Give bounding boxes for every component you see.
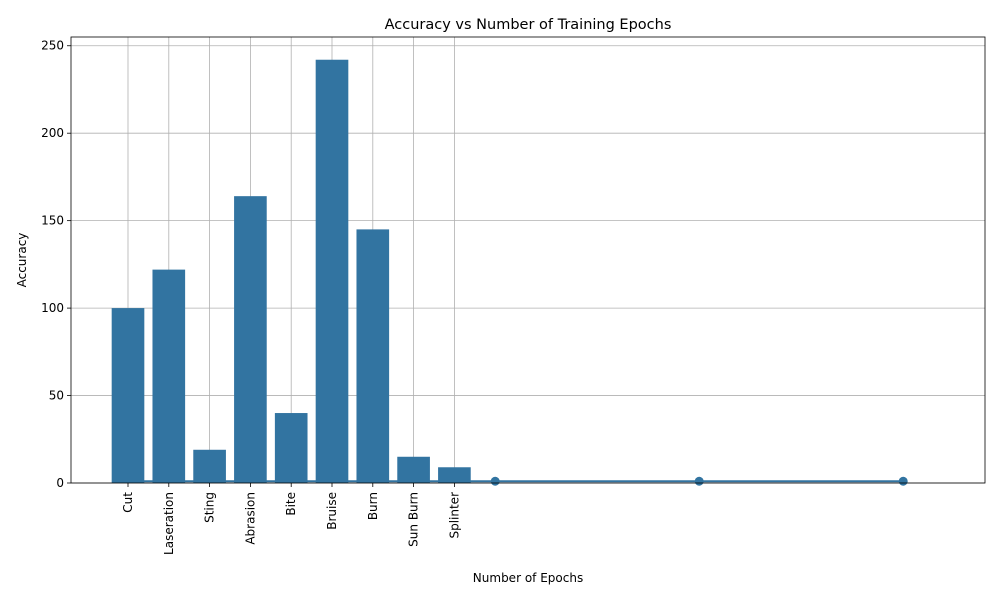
bar — [356, 229, 390, 483]
y-tick-label: 150 — [41, 214, 64, 228]
x-tick-label: Cut — [121, 492, 135, 513]
bar — [234, 196, 267, 484]
line-layer — [128, 476, 908, 486]
line-marker — [490, 476, 500, 486]
bar — [397, 456, 430, 483]
y-axis-title: Accuracy — [15, 233, 29, 288]
bar — [274, 413, 308, 483]
y-tick-label: 50 — [49, 389, 64, 403]
x-tick-label: Bite — [284, 492, 298, 516]
grid-layer — [71, 37, 985, 484]
line-marker — [898, 476, 908, 486]
y-tick-label: 0 — [56, 476, 64, 490]
bar-layer — [111, 59, 471, 484]
x-axis-ticks: Cut Laseration Sting Abrasion Bite Bruise Burn… — [121, 483, 461, 555]
x-tick-label: Burn — [366, 492, 380, 520]
chart-title: Accuracy vs Number of Training Epochs — [385, 17, 672, 33]
x-tick-label: Laseration — [162, 492, 176, 555]
bar — [111, 308, 145, 483]
x-tick-label: Splinter — [447, 492, 461, 539]
y-tick-label: 250 — [41, 39, 64, 53]
x-tick-label: Abrasion — [243, 492, 257, 545]
bar — [152, 269, 186, 483]
bar — [315, 59, 349, 484]
x-tick-label: Sun Burn — [407, 492, 421, 547]
x-axis-title: Number of Epochs — [473, 571, 583, 585]
bar — [438, 467, 471, 483]
x-tick-label: Sting — [203, 492, 217, 523]
y-tick-label: 100 — [41, 301, 64, 315]
y-tick-label: 200 — [41, 126, 64, 140]
y-axis-ticks: 0 50 100 150 200 250 — [41, 39, 71, 490]
bar — [193, 449, 226, 483]
plot-frame — [70, 36, 986, 484]
line-marker — [694, 476, 704, 486]
x-tick-label: Bruise — [325, 492, 339, 530]
